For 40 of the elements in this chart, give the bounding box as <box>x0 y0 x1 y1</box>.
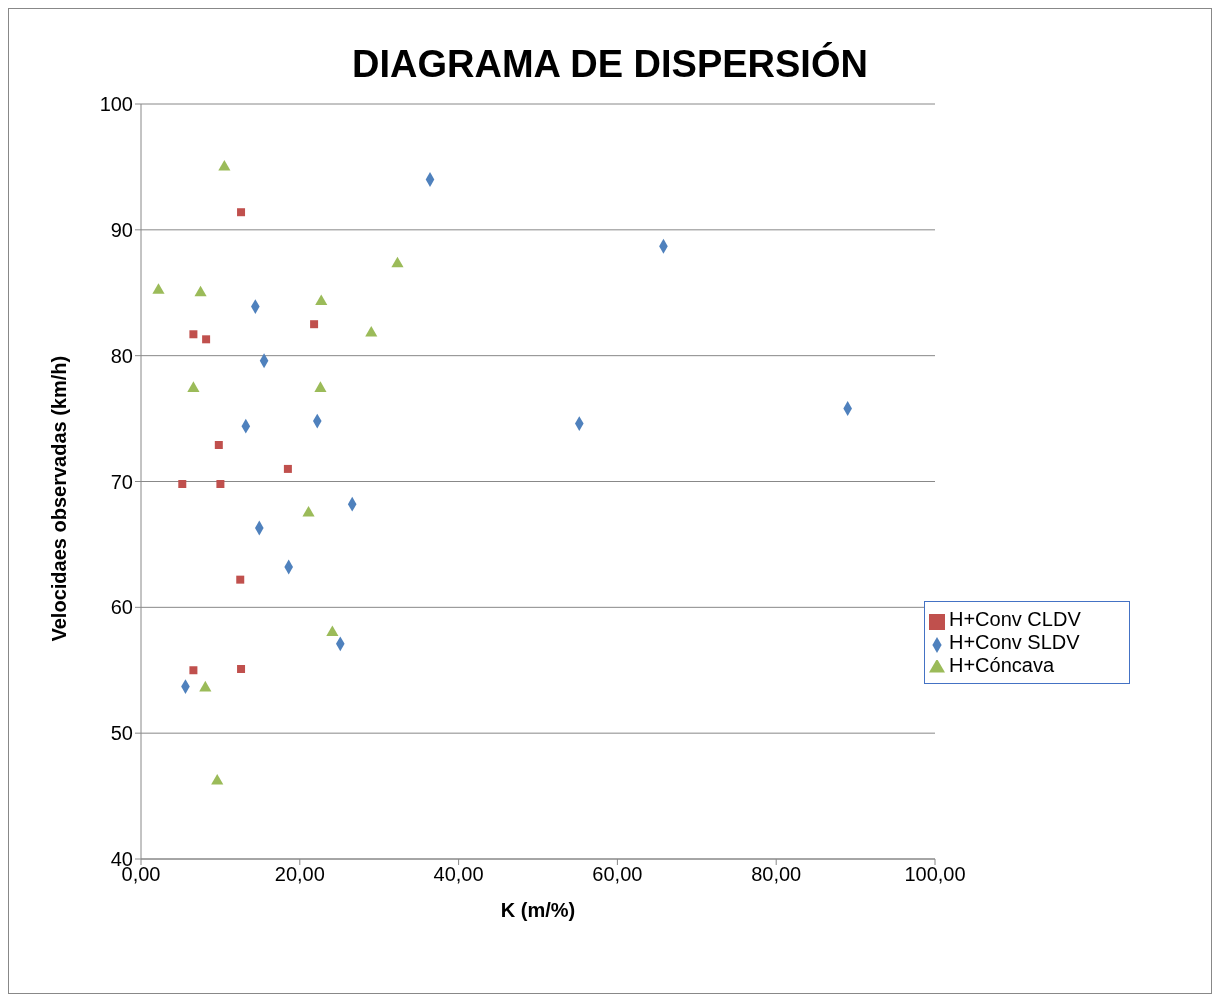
y-tick-label: 90 <box>110 218 133 241</box>
point <box>236 575 245 584</box>
point <box>189 330 198 339</box>
point <box>152 283 165 294</box>
point <box>391 256 404 268</box>
point <box>237 664 246 673</box>
point <box>315 294 328 306</box>
point <box>314 381 327 392</box>
point <box>365 326 378 337</box>
point <box>202 335 211 344</box>
y-tick-label: 70 <box>110 470 133 493</box>
legend-label: H+Cóncava <box>949 654 1055 676</box>
x-tick-label: 40,00 <box>433 863 484 886</box>
legend-label: H+Conv CLDV <box>949 608 1081 630</box>
x-tick-label: 100,00 <box>904 863 966 886</box>
y-tick-label: 60 <box>110 596 133 619</box>
point <box>178 480 187 489</box>
point <box>211 773 224 785</box>
x-tick-label: 80,00 <box>751 863 802 886</box>
x-axis-title: K (m/%) <box>500 899 576 921</box>
point <box>216 480 225 489</box>
point <box>218 159 231 171</box>
point <box>310 320 319 329</box>
y-axis-title: Velocidaes observadas (km/h) <box>48 355 71 642</box>
point <box>187 381 200 392</box>
point <box>302 505 315 517</box>
x-tick-label: 60,00 <box>592 863 643 886</box>
legend-label: H+Conv SLDV <box>949 631 1080 653</box>
x-tick-label: 20,00 <box>274 863 325 886</box>
point <box>189 666 198 675</box>
point <box>199 680 212 692</box>
point <box>194 285 207 297</box>
y-tick-label: 80 <box>110 344 133 367</box>
point <box>283 464 292 473</box>
y-tick-label: 100 <box>99 93 133 116</box>
point <box>326 625 339 637</box>
chart-title: DIAGRAMA DE DISPERSIÓN <box>351 43 869 86</box>
point <box>237 208 246 217</box>
point <box>214 441 223 450</box>
y-tick-label: 50 <box>110 722 133 745</box>
